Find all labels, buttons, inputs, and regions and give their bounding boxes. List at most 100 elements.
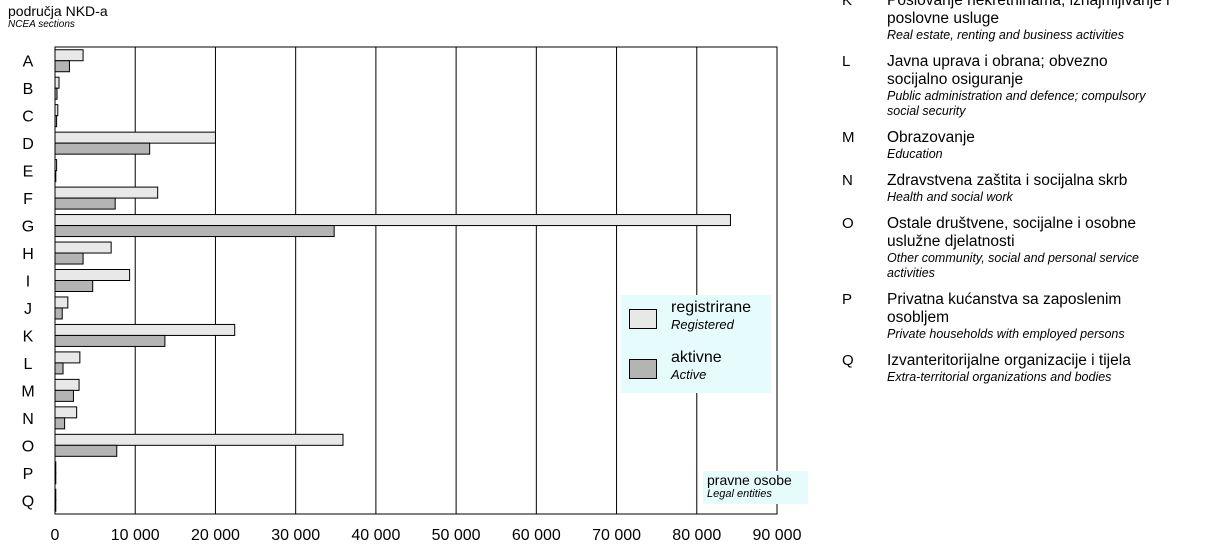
section-name-hr: Zdravstvena zaštita i socijalna skrb [887, 172, 1128, 189]
section-name-en: activities [887, 266, 935, 280]
legend: registrirane Registered aktivne Active [621, 295, 771, 393]
bar-active [54, 472, 57, 485]
section-code: M [842, 129, 855, 146]
section-name-hr: uslužne djelatnosti [887, 233, 1015, 250]
section-name-en: social security [887, 104, 966, 118]
x-tick-label: 50 000 [432, 527, 481, 544]
section-name-en: Real estate, renting and business activi… [887, 28, 1124, 42]
category-label: K [23, 328, 34, 345]
section-description: Obrazovanje Education [887, 129, 1230, 162]
category-label: O [22, 438, 34, 455]
bar-registered [54, 49, 84, 62]
bar-registered [54, 488, 57, 501]
bar-registered [54, 159, 58, 172]
legend-label-active-hr: aktivne [671, 349, 722, 366]
section-key-item: K Poslovanje nekretninama, iznajmljivanje… [842, 0, 1230, 43]
category-label: L [24, 356, 33, 373]
bar-active [54, 142, 151, 155]
bar-registered [54, 433, 344, 446]
category-label: G [22, 219, 34, 236]
section-name-hr: poslovne usluge [887, 10, 1000, 27]
section-code: L [842, 53, 851, 70]
section-name-hr: Obrazovanje [887, 129, 975, 146]
section-code: Q [842, 352, 854, 369]
bar-active [54, 170, 57, 183]
y-axis-title-hr: područja NKD-a [8, 3, 108, 19]
units-note: pravne osobe Legal entities [703, 471, 808, 504]
legend-item-active: aktivne Active [629, 349, 722, 382]
category-label: P [23, 466, 34, 483]
category-label: D [22, 136, 34, 153]
x-tick-label: 30 000 [271, 527, 320, 544]
section-key-item: P Privatna kućanstva sa zaposlenim osoblje… [842, 291, 1230, 342]
x-tick-label: 40 000 [351, 527, 400, 544]
section-description: Ostale društvene, socijalne i osobne uslu… [887, 215, 1230, 281]
bar-active [54, 225, 335, 238]
x-tick-label: 10 000 [111, 527, 160, 544]
section-name-hr: Javna uprava i obrana; obvezno [887, 53, 1108, 70]
legend-label-registered-hr: registrirane [671, 299, 752, 316]
section-name-en: Health and social work [887, 190, 1013, 204]
category-label: H [22, 246, 34, 263]
legend-label-active-en: Active [671, 367, 707, 382]
x-tick-label: 20 000 [191, 527, 240, 544]
section-name-en: Extra-territorial organizations and bodi… [887, 370, 1112, 384]
category-label: B [23, 81, 34, 98]
y-axis-title-en: NCEA sections [8, 19, 75, 30]
bar-active [54, 362, 64, 375]
bar-active [54, 60, 70, 73]
bar-registered [54, 186, 159, 199]
bar-registered [54, 378, 80, 391]
section-name-hr: socijalno osiguranje [887, 71, 1024, 88]
section-name-en: Other community, social and personal ser… [887, 251, 1139, 265]
section-name-hr: Izvanteritorijalne organizacije i tijela [887, 352, 1131, 369]
bar-registered [54, 104, 59, 117]
bar-registered [54, 269, 131, 281]
category-label: A [23, 54, 34, 71]
units-note-en: Legal entities [707, 488, 772, 500]
section-key-item: N Zdravstvena zaštita i socijalna skrb Hea… [842, 172, 1230, 205]
section-code: P [842, 291, 853, 308]
section-name-en: Private households with employed persons [887, 327, 1125, 341]
section-name-en: Education [887, 147, 943, 161]
legend-label-registered-en: Registered [671, 317, 734, 332]
bar-active [54, 87, 58, 100]
bar-registered [54, 351, 81, 364]
section-key-item: O Ostale društvene, socijalne i osobne usl… [842, 215, 1230, 281]
bar-registered [54, 241, 112, 254]
section-name-en: Public administration and defence; compu… [887, 89, 1146, 103]
bar-active [54, 334, 166, 347]
section-name-hr: Ostale društvene, socijalne i osobne [887, 215, 1137, 232]
section-key-item: L Javna uprava i obrana; obvezno socijalno… [842, 53, 1230, 119]
category-label: J [24, 301, 32, 318]
category-label: I [26, 274, 30, 291]
y-axis-title: područja NKD-a NCEA sections [8, 4, 108, 30]
bar-registered [54, 323, 236, 336]
section-name-hr: Poslovanje nekretninama, iznajmljivanje … [887, 0, 1170, 9]
category-label: N [22, 411, 34, 428]
category-label: Q [22, 493, 34, 510]
section-name-hr: osobljem [887, 309, 950, 326]
section-code: N [842, 172, 853, 189]
bar-registered [54, 214, 731, 227]
x-tick-label: 60 000 [512, 527, 561, 544]
section-key-item: Q Izvanteritorijalne organizacije i tijel… [842, 352, 1230, 385]
section-code: O [842, 215, 854, 232]
x-tick-label: 90 000 [753, 527, 802, 544]
units-note-hr: pravne osobe [707, 472, 792, 488]
bar-active [54, 417, 66, 430]
bar-registered [54, 406, 78, 419]
section-description: Izvanteritorijalne organizacije i tijela… [887, 352, 1230, 385]
section-description: Javna uprava i obrana; obvezno socijalno … [887, 53, 1230, 119]
section-description: Privatna kućanstva sa zaposlenim osobljem… [887, 291, 1230, 342]
bar-active [54, 197, 116, 210]
category-label: M [21, 383, 34, 400]
legend-item-registered: registrirane Registered [629, 299, 751, 332]
bar-active [54, 280, 94, 292]
bar-active [54, 115, 58, 128]
section-name-hr: Privatna kućanstva sa zaposlenim [887, 291, 1122, 308]
x-tick-label: 80 000 [672, 527, 721, 544]
bar-active [54, 307, 63, 320]
